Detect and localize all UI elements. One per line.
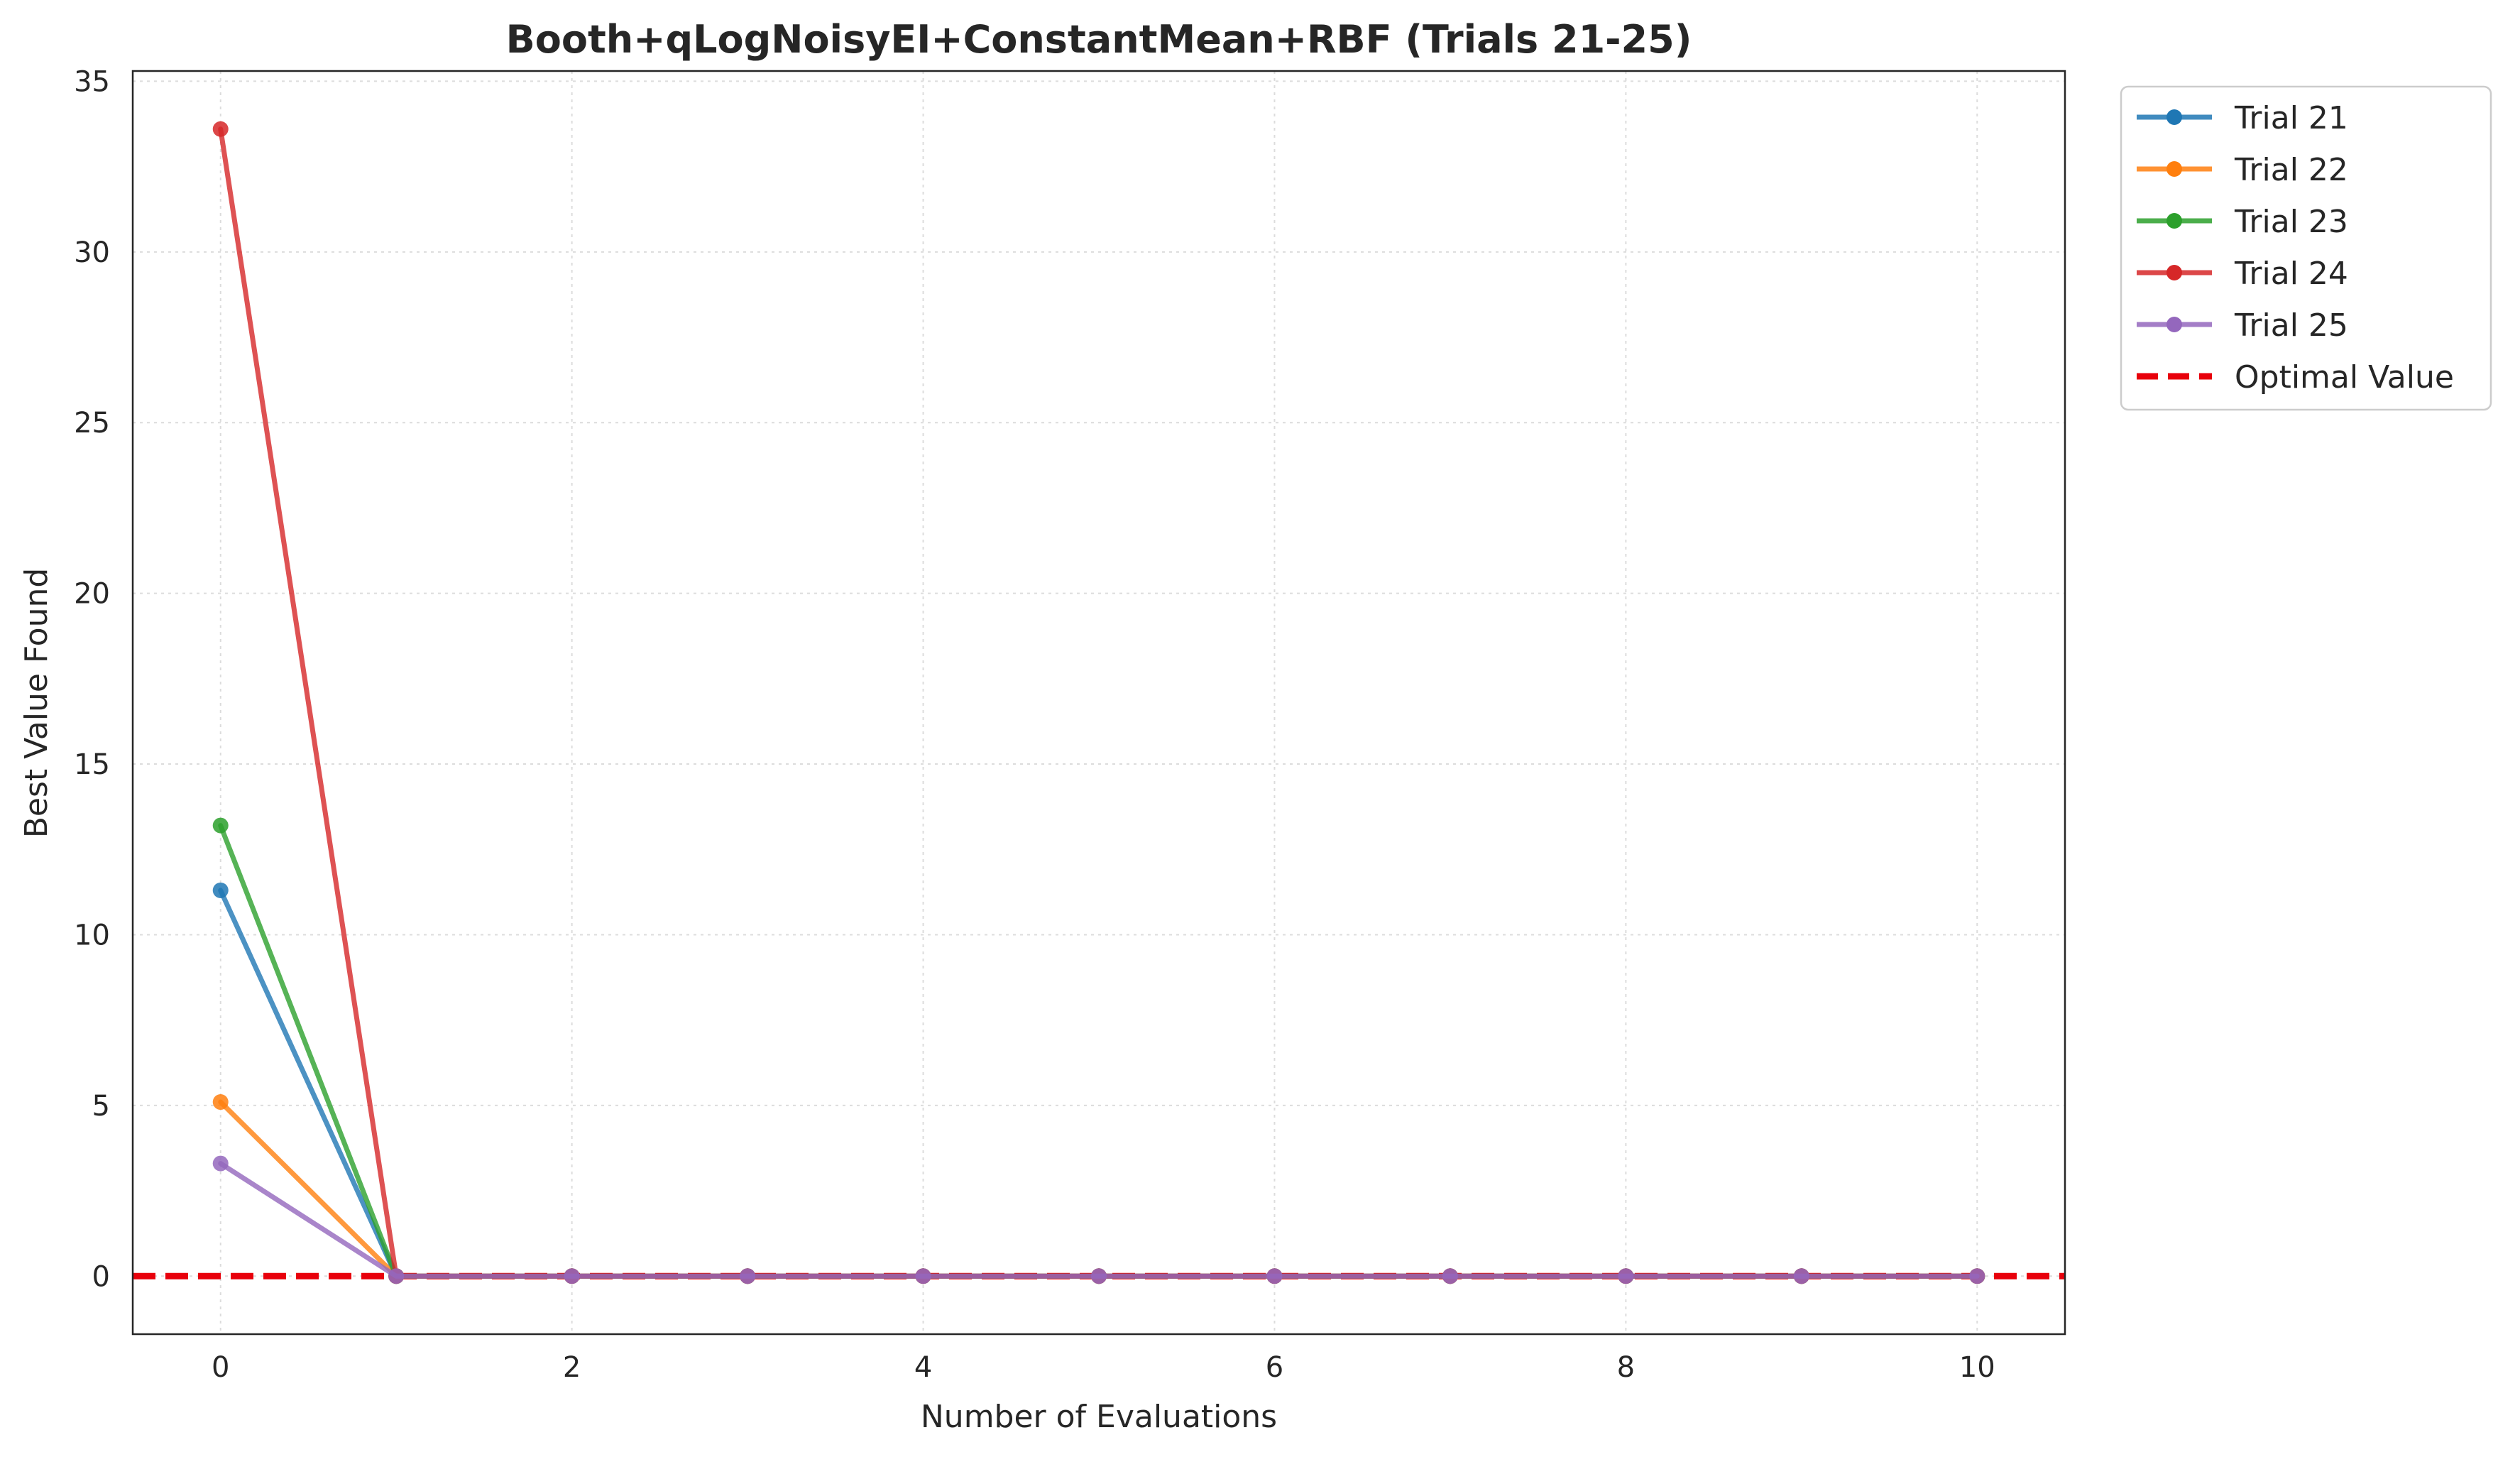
plot-frame [131,70,2066,1336]
data-point [1091,1268,1107,1284]
data-point [212,1155,229,1172]
data-point [1969,1268,1985,1284]
y-tick-label: 5 [92,1090,110,1123]
legend: Trial 21 Trial 22 Trial 23 Trial 24 Trial 25… [2120,85,2492,411]
legend-item: Trial 25 [2137,307,2348,344]
legend-item: Optimal Value [2137,359,2454,395]
data-point [212,817,229,834]
x-tick-label: 8 [1617,1351,1635,1384]
legend-label: Trial 21 [2234,100,2348,136]
series-group [212,121,1985,1284]
data-point [212,1094,229,1111]
legend-marker [2166,265,2182,280]
legend-label: Trial 24 [2234,256,2348,292]
x-tick-label: 4 [914,1351,932,1384]
plot-background [133,71,2065,1334]
data-point [212,882,229,898]
x-axis-title: Number of Evaluations [921,1399,1277,1435]
legend-frame [2120,85,2492,411]
legend-item: Trial 23 [2137,204,2348,240]
legend-label: Trial 25 [2234,307,2348,344]
legend-marker [2166,109,2182,125]
y-axis-title: Best Value Found [18,568,55,839]
data-point [740,1268,756,1284]
legend-label: Trial 23 [2234,204,2348,240]
legend-label: Optimal Value [2235,359,2454,395]
legend-marker [2166,317,2182,332]
legend-label: Trial 22 [2234,152,2348,188]
y-tick-label: 35 [74,65,110,98]
chart-title: Booth+qLogNoisyEI+ConstantMean+RBF (Tria… [506,17,1692,62]
series-trial-25 [212,1155,1985,1284]
x-tick-label: 2 [563,1351,581,1384]
legend-marker [2166,161,2182,177]
y-axis: 0 5 10 15 20 25 30 35 [74,65,110,1293]
data-point [1266,1268,1283,1284]
y-tick-label: 15 [74,748,110,781]
legend-item: Trial 24 [2137,256,2348,292]
x-tick-label: 10 [1959,1351,1995,1384]
legend-marker [2166,213,2182,229]
data-point [388,1268,405,1284]
data-point [1618,1268,1634,1284]
data-point [915,1268,931,1284]
legend-item: Trial 21 [2137,100,2348,136]
y-tick-label: 25 [74,407,110,440]
grid-x [219,71,1978,1334]
x-axis: 0 2 4 6 8 10 [212,1351,1995,1384]
data-point [1442,1268,1458,1284]
y-tick-label: 0 [92,1260,110,1293]
x-tick-label: 6 [1266,1351,1283,1384]
y-tick-label: 30 [74,236,110,269]
legend-item: Trial 22 [2137,152,2348,188]
y-tick-label: 10 [74,919,110,951]
x-tick-label: 0 [212,1351,229,1384]
y-tick-label: 20 [74,578,110,611]
data-point [1793,1268,1809,1284]
plot-area [131,70,2066,1336]
data-point [564,1268,580,1284]
data-point [212,121,229,137]
